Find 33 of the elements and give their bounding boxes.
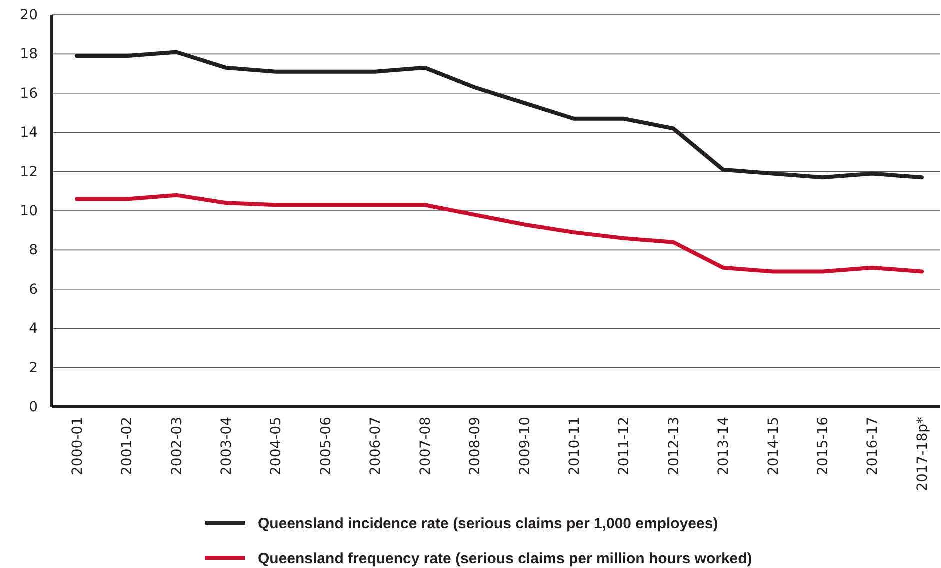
x-tick-label: 2001-02 <box>120 417 136 476</box>
x-tick-label: 2009-10 <box>517 417 534 476</box>
x-tick-label: 2016-17 <box>865 417 882 476</box>
x-tick-label: 2014-15 <box>766 417 782 476</box>
y-tick-label: 10 <box>20 203 38 220</box>
y-tick-label: 20 <box>20 7 38 24</box>
legend-label: Queensland incidence rate (serious claims per 1,000 employees) <box>258 515 718 532</box>
y-tick-label: 14 <box>20 125 38 142</box>
x-tick-label: 2011-12 <box>616 417 633 476</box>
x-tick-label: 2008-09 <box>468 417 484 476</box>
x-tick-label: 2013-14 <box>716 416 732 476</box>
y-tick-label: 18 <box>20 46 38 63</box>
y-tick-label: 6 <box>29 282 38 298</box>
x-tick-label: 2000-01 <box>70 417 86 476</box>
x-tick-label: 2006-07 <box>368 417 384 476</box>
x-tick-label: 2003-04 <box>219 416 236 476</box>
y-tick-label: 16 <box>20 86 38 102</box>
x-tick-label: 2002-03 <box>169 417 186 476</box>
legend-label: Queensland frequency rate (serious claims per million hours worked) <box>258 550 752 568</box>
line-series <box>75 50 924 180</box>
x-tick-label: 2017-18p* <box>914 417 931 492</box>
x-tick-label: 2005-06 <box>318 416 334 476</box>
y-tick-label: 8 <box>29 242 38 259</box>
line-series <box>75 193 924 274</box>
x-tick-label: 2012-13 <box>666 417 682 476</box>
y-tick-label: 12 <box>20 164 38 180</box>
y-tick-label: 0 <box>29 399 38 416</box>
x-tick-label: 2015-16 <box>815 416 832 476</box>
x-tick-label: 2007-08 <box>418 417 434 476</box>
y-tick-label: 4 <box>29 321 38 338</box>
x-tick-label: 2010-11 <box>566 417 583 476</box>
y-tick-label: 2 <box>29 360 38 376</box>
x-tick-label: 2004-05 <box>268 417 285 476</box>
